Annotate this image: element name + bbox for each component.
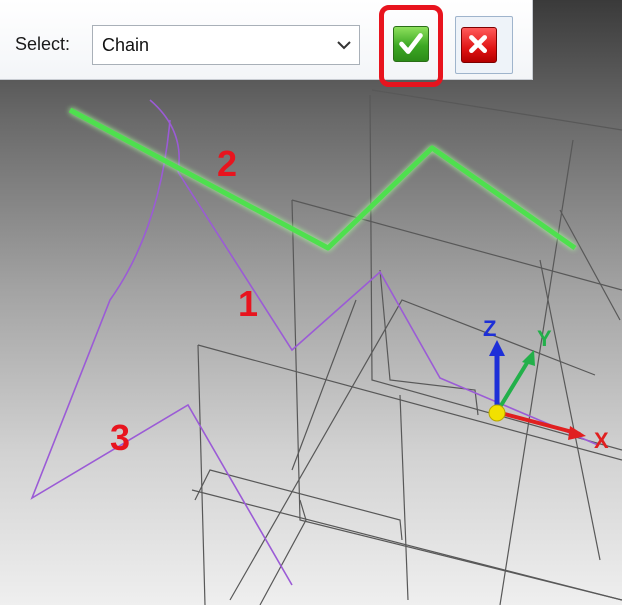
wireframe-plane [291, 199, 622, 291]
axis-triad [488, 340, 586, 440]
selection-filter-value: Chain [102, 35, 150, 55]
chevron-down-icon [337, 41, 351, 50]
annotation-label-1: 1 [238, 283, 259, 324]
sketch-curve [30, 119, 293, 586]
close-icon [469, 35, 488, 54]
sketch-curve [149, 99, 180, 173]
selection-filter-dropdown[interactable]: Chain [92, 25, 360, 65]
wireframe-plane [399, 394, 409, 601]
y-axis-label: Y [537, 326, 552, 351]
wireframe-plane [291, 299, 357, 471]
sketch-curve [177, 171, 599, 446]
y-axis-arrow [495, 356, 532, 414]
wireframe-plane [559, 209, 621, 321]
wireframe-plane [197, 344, 622, 461]
accept-button-highlight [379, 5, 443, 87]
x-axis-arrow [496, 410, 581, 436]
cancel-button[interactable] [461, 27, 497, 63]
annotation-label-2: 2 [217, 143, 238, 184]
wireframe-plane [197, 344, 206, 605]
wireframe-plane [369, 94, 622, 451]
selection-toolbar: Select: Chain [0, 0, 533, 80]
selected-chain [68, 107, 577, 251]
wireframe-plane [499, 139, 574, 605]
wireframe-plane [259, 499, 307, 605]
wireframe-plane [291, 199, 622, 601]
wireframe-plane [229, 299, 596, 601]
select-label: Select: [15, 34, 71, 54]
accept-button[interactable] [393, 26, 429, 62]
x-axis-label: X [594, 428, 609, 453]
origin-point [488, 404, 506, 422]
wireframe-plane [191, 489, 622, 601]
checkmark-icon [399, 33, 423, 54]
wireframe-plane [379, 269, 479, 416]
z-axis-label: Z [483, 316, 497, 341]
annotation-label-3: 3 [110, 417, 131, 458]
wireframe-plane [539, 259, 601, 561]
wireframe-plane [371, 89, 622, 131]
wireframe-plane [194, 469, 403, 541]
